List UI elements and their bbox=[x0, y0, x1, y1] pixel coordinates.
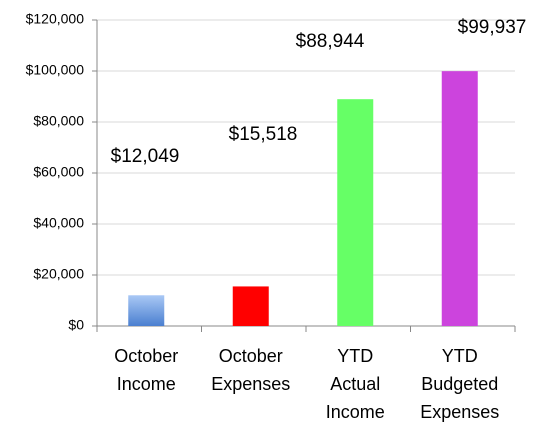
x-tick-label: Expenses bbox=[211, 374, 290, 394]
y-tick-label: $20,000 bbox=[33, 266, 84, 282]
x-tick-label: Actual bbox=[330, 374, 380, 394]
x-tick-label: Expenses bbox=[420, 402, 499, 422]
x-tick-label: Budgeted bbox=[421, 374, 498, 394]
value-label: $12,049 bbox=[111, 146, 180, 167]
value-label: $15,518 bbox=[229, 124, 298, 145]
y-tick-label: $0 bbox=[68, 317, 84, 333]
x-tick-label: Income bbox=[117, 374, 176, 394]
y-tick-label: $100,000 bbox=[26, 62, 85, 78]
bar bbox=[232, 286, 269, 326]
bar bbox=[128, 295, 165, 326]
x-tick-label: October bbox=[114, 346, 178, 366]
x-tick-label: YTD bbox=[442, 346, 478, 366]
y-tick-label: $60,000 bbox=[33, 164, 84, 180]
y-tick-label: $120,000 bbox=[26, 11, 85, 27]
value-label: $99,937 bbox=[458, 17, 527, 38]
bar bbox=[441, 71, 478, 327]
y-tick-label: $80,000 bbox=[33, 113, 84, 129]
bar bbox=[337, 99, 374, 326]
x-tick-label: YTD bbox=[337, 346, 373, 366]
value-label: $88,944 bbox=[296, 31, 365, 52]
x-tick-label: October bbox=[219, 346, 283, 366]
x-tick-label: Income bbox=[326, 402, 385, 422]
y-tick-label: $40,000 bbox=[33, 215, 84, 231]
